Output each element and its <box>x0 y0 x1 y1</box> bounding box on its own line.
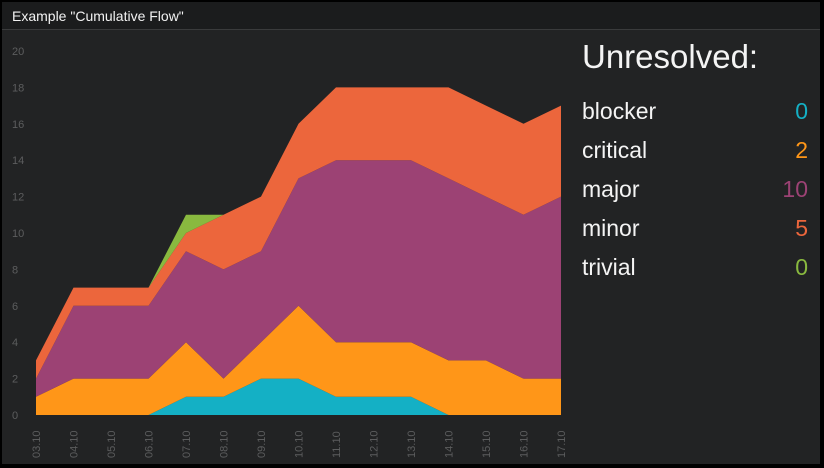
legend-panel: Unresolved: blocker 0 critical 2 major 1… <box>582 38 808 289</box>
y-tick-label: 10 <box>12 228 24 240</box>
y-tick-label: 4 <box>12 337 18 349</box>
x-tick-label: 09.10 <box>256 430 268 458</box>
area-series-critical <box>36 305 561 415</box>
area-series-major <box>36 160 561 397</box>
legend-value: 10 <box>782 176 808 202</box>
legend-label: critical <box>582 137 648 163</box>
y-tick-label: 6 <box>12 301 18 313</box>
legend-value: 5 <box>795 215 808 241</box>
legend-value: 2 <box>795 137 808 163</box>
y-tick-label: 20 <box>12 46 24 58</box>
y-tick-label: 0 <box>12 410 18 422</box>
x-tick-label: 06.10 <box>144 430 156 458</box>
legend-label: trivial <box>582 254 636 280</box>
x-axis-ticks: 03.10 04.10 05.10 06.10 07.10 08.10 09.10 10.10… <box>31 430 568 458</box>
x-tick-label: 10.10 <box>294 430 306 458</box>
x-tick-label: 12.10 <box>369 430 381 458</box>
y-tick-label: 12 <box>12 192 24 204</box>
legend-label: major <box>582 176 640 202</box>
y-tick-label: 2 <box>12 374 18 386</box>
x-tick-label: 03.10 <box>31 430 43 458</box>
x-tick-label: 17.10 <box>556 430 568 458</box>
x-tick-label: 14.10 <box>444 430 456 458</box>
area-series-minor <box>36 87 561 379</box>
legend-row-critical: critical 2 <box>582 133 808 172</box>
cumulative-flow-chart: 0 2 4 6 8 10 12 14 16 18 20 03.10 04.10 05.10 06.10 07… <box>12 46 568 458</box>
x-tick-label: 07.10 <box>181 430 193 458</box>
x-tick-label: 11.10 <box>331 431 343 458</box>
x-tick-label: 13.10 <box>406 430 418 458</box>
x-tick-label: 08.10 <box>219 430 231 458</box>
x-tick-label: 16.10 <box>519 430 531 458</box>
y-tick-label: 8 <box>12 264 18 276</box>
x-tick-label: 04.10 <box>69 430 81 458</box>
y-axis-ticks: 0 2 4 6 8 10 12 14 16 18 20 <box>12 46 24 422</box>
legend-row-major: major 10 <box>582 172 808 211</box>
widget-title: Example "Cumulative Flow" <box>12 8 184 24</box>
widget-titlebar: Example "Cumulative Flow" <box>2 2 820 30</box>
x-tick-label: 15.10 <box>481 430 493 458</box>
legend-row-blocker: blocker 0 <box>582 94 808 133</box>
chart-areas <box>36 87 561 415</box>
legend-label: blocker <box>582 98 657 124</box>
legend-row-minor: minor 5 <box>582 211 808 250</box>
y-tick-label: 16 <box>12 119 24 131</box>
cumulative-flow-widget: Example "Cumulative Flow" 0 2 4 6 8 10 12 14 16 1… <box>2 2 820 464</box>
legend-value: 0 <box>795 98 808 124</box>
legend-label: minor <box>582 215 640 241</box>
y-tick-label: 18 <box>12 82 24 94</box>
x-tick-label: 05.10 <box>106 430 118 458</box>
legend-row-trivial: trivial 0 <box>582 250 808 289</box>
y-tick-label: 14 <box>12 155 24 167</box>
legend-value: 0 <box>795 254 808 280</box>
legend-title: Unresolved: <box>582 38 759 75</box>
